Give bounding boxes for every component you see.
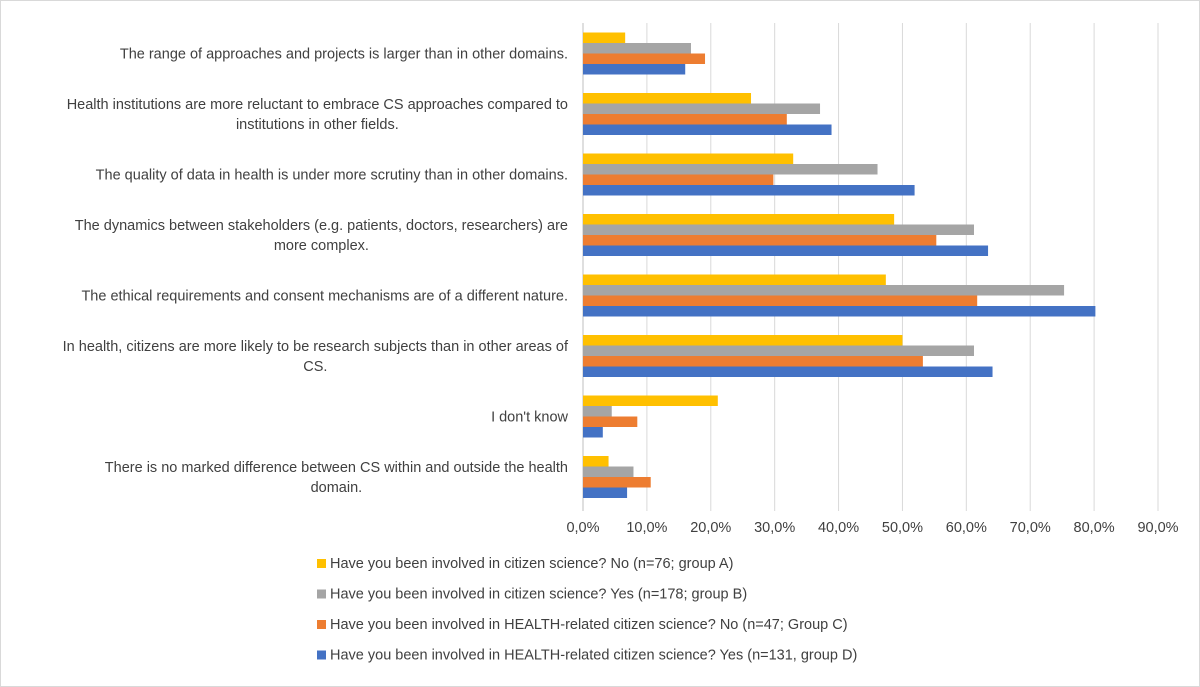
category-label-line: The quality of data in health is under m…: [96, 168, 568, 184]
bar-group-d-cat-5: [583, 366, 993, 377]
bar-group-c-cat-1: [583, 114, 787, 125]
bar-group-a-cat-5: [583, 335, 903, 346]
category-label: The quality of data in health is under m…: [96, 168, 568, 184]
legend-label: Have you been involved in citizen scienc…: [330, 556, 733, 572]
category-label-line: There is no marked difference between CS…: [105, 460, 568, 476]
bars: [583, 32, 1096, 498]
category-label-line: domain.: [311, 480, 363, 496]
category-label: Health institutions are more reluctant t…: [67, 97, 568, 133]
category-label-line: Health institutions are more reluctant t…: [67, 97, 568, 113]
legend-label: Have you been involved in citizen scienc…: [330, 587, 747, 603]
bar-group-c-cat-4: [583, 295, 978, 306]
legend-swatch: [317, 559, 326, 568]
x-tick-label: 0,0%: [566, 520, 599, 536]
bar-group-b-cat-6: [583, 406, 612, 417]
category-label-line: I don't know: [491, 410, 568, 426]
bar-group-a-cat-3: [583, 214, 895, 225]
bar-group-c-cat-5: [583, 356, 923, 367]
x-tick-label: 70,0%: [1010, 520, 1051, 536]
bar-group-b-cat-3: [583, 224, 974, 235]
legend-swatch: [317, 620, 326, 629]
category-labels: The range of approaches and projects is …: [63, 47, 569, 497]
bar-group-c-cat-6: [583, 416, 638, 427]
bar-group-d-cat-7: [583, 487, 628, 498]
bar-group-d-cat-1: [583, 124, 832, 135]
bar-group-b-cat-0: [583, 43, 691, 54]
bar-group-c-cat-7: [583, 477, 651, 488]
bar-group-c-cat-0: [583, 53, 706, 64]
x-tick-labels: 0,0% 10,0% 20,0% 30,0% 40,0% 50,0% 60,0% 70,0% 8…: [566, 520, 1178, 536]
legend-swatch: [317, 589, 326, 599]
bar-group-b-cat-2: [583, 164, 878, 175]
bar-group-a-cat-0: [583, 32, 626, 43]
category-label: The dynamics between stakeholders (e.g. …: [75, 218, 568, 254]
category-label-line: CS.: [303, 359, 327, 375]
bar-group-a-cat-6: [583, 395, 718, 406]
category-label-line: The dynamics between stakeholders (e.g. …: [75, 218, 568, 234]
x-tick-label: 40,0%: [818, 520, 859, 536]
bar-group-a-cat-4: [583, 274, 886, 285]
legend-swatch: [317, 650, 326, 660]
legend-label: Have you been involved in HEALTH-related…: [330, 617, 848, 633]
bar-group-d-cat-0: [583, 64, 686, 75]
bar-group-b-cat-7: [583, 466, 634, 477]
category-label-line: The range of approaches and projects is …: [120, 47, 568, 63]
bar-group-c-cat-3: [583, 235, 937, 246]
category-label-line: In health, citizens are more likely to b…: [63, 339, 569, 355]
bar-group-a-cat-2: [583, 153, 794, 164]
bar-group-d-cat-3: [583, 245, 989, 256]
bar-group-d-cat-2: [583, 185, 915, 196]
bar-group-d-cat-6: [583, 427, 603, 438]
bar-group-b-cat-5: [583, 345, 974, 356]
category-label: The ethical requirements and consent mec…: [81, 289, 568, 305]
category-label: In health, citizens are more likely to b…: [63, 339, 569, 375]
bar-group-b-cat-4: [583, 285, 1065, 296]
category-label: I don't know: [491, 410, 568, 426]
category-label-line: institutions in other fields.: [236, 117, 399, 133]
x-tick-label: 10,0%: [626, 520, 667, 536]
bar-group-a-cat-7: [583, 456, 609, 467]
bar-group-a-cat-1: [583, 93, 752, 104]
x-tick-label: 50,0%: [882, 520, 923, 536]
bar-group-b-cat-1: [583, 103, 821, 114]
legend: Have you been involved in citizen scienc…: [317, 556, 857, 664]
bar-group-d-cat-4: [583, 306, 1096, 317]
legend-label: Have you been involved in HEALTH-related…: [330, 648, 857, 664]
x-tick-label: 30,0%: [754, 520, 795, 536]
category-label-line: more complex.: [274, 238, 369, 254]
category-label: There is no marked difference between CS…: [105, 460, 568, 496]
x-tick-label: 60,0%: [946, 520, 987, 536]
x-tick-label: 90,0%: [1137, 520, 1178, 536]
category-label-line: The ethical requirements and consent mec…: [81, 289, 568, 305]
bar-group-c-cat-2: [583, 174, 774, 185]
x-tick-label: 80,0%: [1074, 520, 1115, 536]
x-tick-label: 20,0%: [690, 520, 731, 536]
category-label: The range of approaches and projects is …: [120, 47, 568, 63]
